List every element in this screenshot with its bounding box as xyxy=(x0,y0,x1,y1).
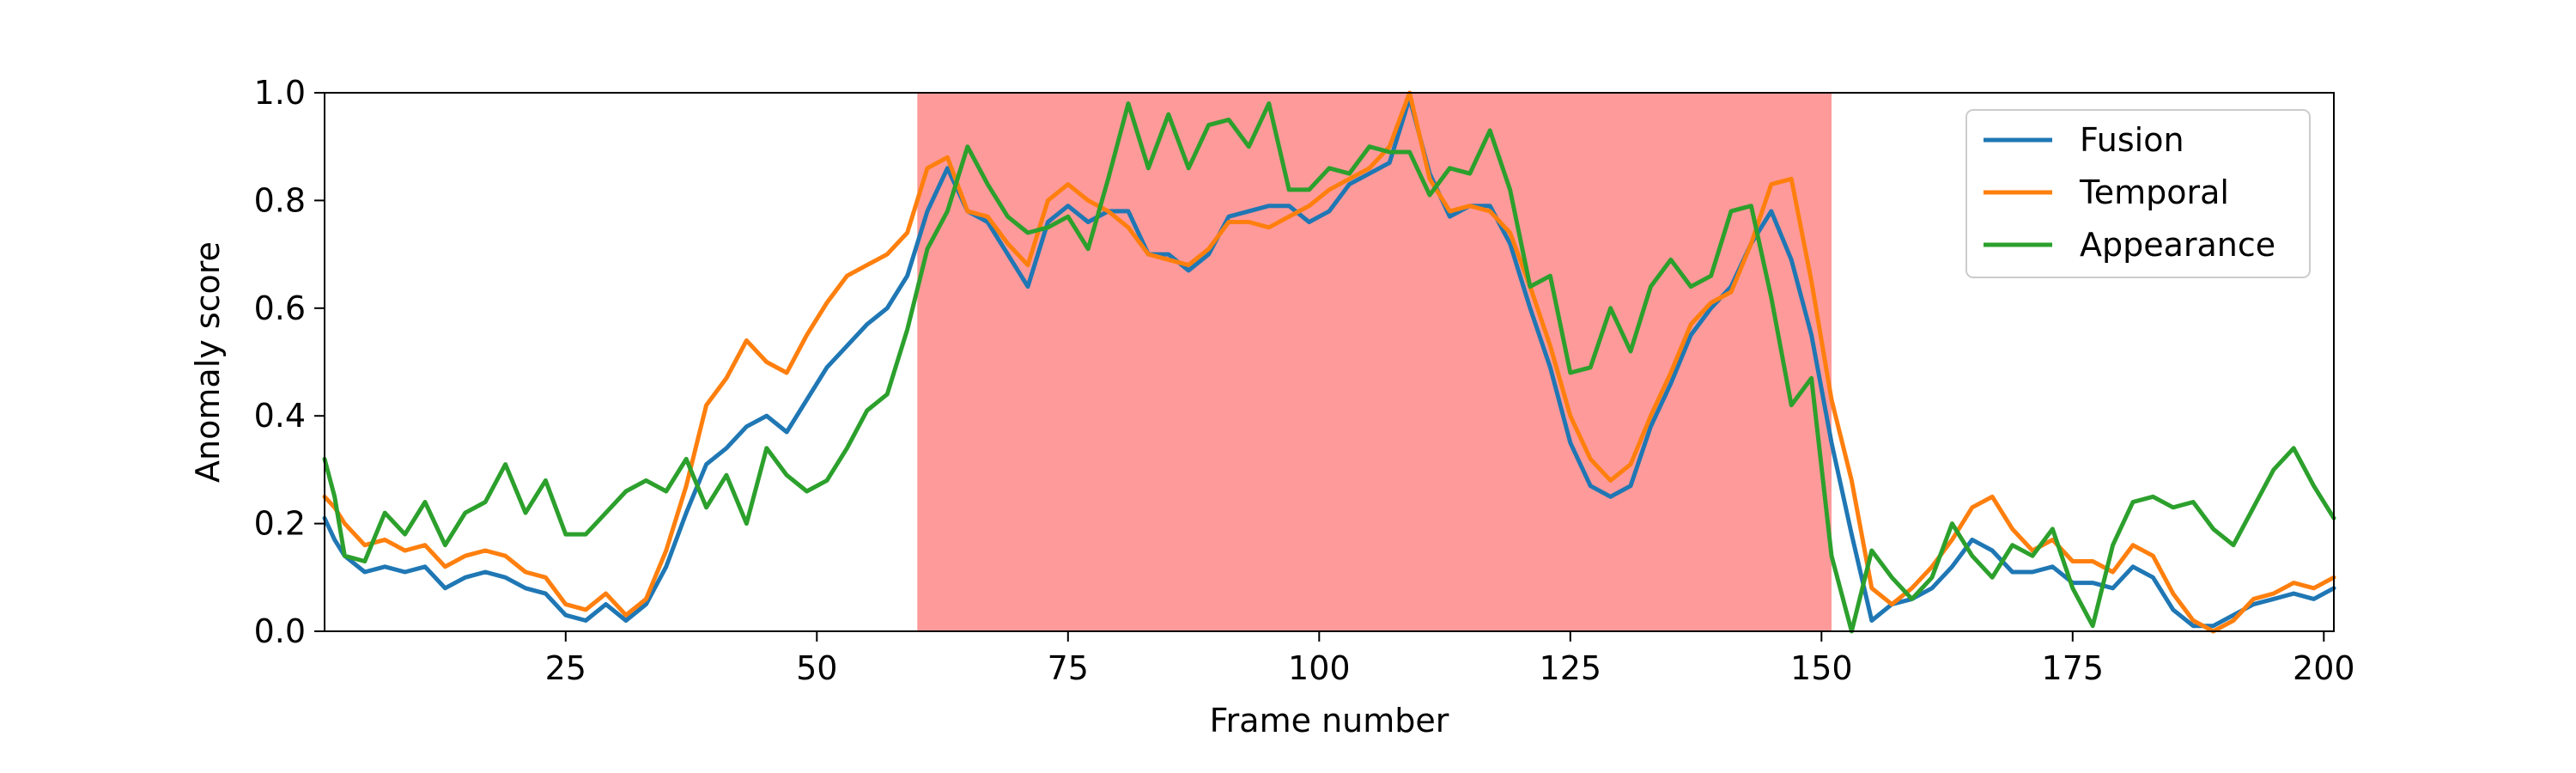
series-line-fusion xyxy=(322,95,2336,629)
y-tick-label: 1.0 xyxy=(254,74,306,112)
y-tick-label: 0.2 xyxy=(254,505,306,543)
legend-label-temporal: Temporal xyxy=(2079,173,2229,211)
x-tick-label: 50 xyxy=(796,649,837,687)
series-line-appearance xyxy=(322,101,2336,634)
y-tick-label: 0.4 xyxy=(254,397,306,435)
x-tick-label: 100 xyxy=(1288,649,1351,687)
y-tick-label: 0.8 xyxy=(254,181,306,219)
y-axis-ticks: 0.0 0.2 0.4 0.6 0.8 1.0 xyxy=(254,74,325,650)
y-tick-label: 0.6 xyxy=(254,289,306,327)
plot-frame xyxy=(324,92,2335,632)
anomaly-region xyxy=(917,93,1832,631)
y-tick-label: 0.0 xyxy=(254,612,306,650)
series-layer xyxy=(322,90,2336,634)
x-axis-label: Frame number xyxy=(1210,702,1449,740)
y-axis-label: Anomaly score xyxy=(189,241,227,483)
x-tick-label: 175 xyxy=(2042,649,2105,687)
legend-label-appearance: Appearance xyxy=(2080,226,2275,264)
x-tick-label: 125 xyxy=(1540,649,1602,687)
series-line-temporal xyxy=(322,90,2336,634)
legend: Fusion Temporal Appearance xyxy=(1965,109,2311,278)
highlight-region-layer xyxy=(917,93,1832,631)
x-tick-label: 25 xyxy=(545,649,586,687)
x-tick-label: 75 xyxy=(1048,649,1089,687)
legend-label-fusion: Fusion xyxy=(2080,121,2184,159)
x-tick-label: 150 xyxy=(1790,649,1853,687)
x-tick-label: 200 xyxy=(2293,649,2355,687)
legend-box xyxy=(1965,109,2311,278)
x-axis-ticks: 25 50 75 100 125 150 175 200 xyxy=(545,631,2355,687)
